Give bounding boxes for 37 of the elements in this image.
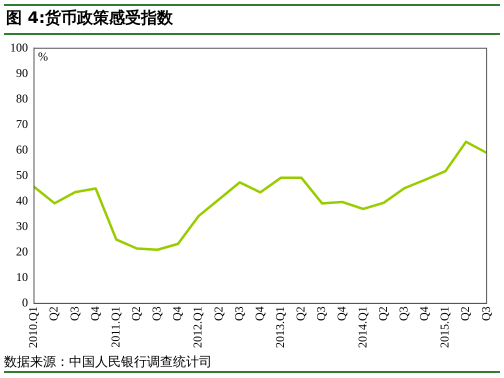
- x-tick-label: Q2: [46, 306, 61, 322]
- x-tick-label: Q2: [294, 306, 308, 322]
- x-tick-label: Q2: [376, 306, 390, 322]
- y-tick-label: 50: [16, 168, 28, 182]
- y-tick-label: 100: [10, 40, 28, 54]
- x-tick-label: Q3: [150, 306, 164, 322]
- y-tick-label: 20: [16, 244, 28, 258]
- x-tick-label: 2015.Q1: [438, 306, 452, 348]
- y-tick-label: 0: [22, 295, 28, 310]
- x-tick-label: 2014.Q1: [355, 306, 370, 348]
- x-tick-label: Q2: [458, 306, 472, 322]
- y-tick-label: 60: [16, 142, 28, 156]
- y-tick-label: 30: [16, 218, 28, 233]
- x-tick-label: Q2: [211, 306, 226, 322]
- x-tick-label: Q3: [67, 306, 82, 322]
- x-tick-label: Q3: [314, 306, 328, 322]
- x-tick-label: 2013.Q1: [273, 306, 288, 348]
- x-tick-label: Q4: [417, 306, 432, 322]
- x-tick-label: 2011.Q1: [108, 306, 122, 348]
- x-tick-label: Q4: [170, 306, 184, 322]
- x-tick-label: Q4: [334, 306, 349, 322]
- x-tick-label: Q3: [396, 306, 410, 322]
- x-tick-label: Q4: [88, 306, 102, 322]
- y-tick-label: 80: [16, 91, 28, 106]
- x-tick-label: Q2: [129, 306, 144, 322]
- y-axis-title: %: [38, 49, 48, 64]
- x-tick-label: Q3: [478, 306, 493, 322]
- y-tick-label: 90: [16, 66, 28, 80]
- y-tick-label: 10: [16, 270, 28, 284]
- source-note: 数据来源：中国人民银行调查统计司: [4, 351, 500, 373]
- x-tick-label: Q3: [232, 306, 246, 322]
- x-tick-label: 2010.Q1: [26, 306, 40, 348]
- chart-title: 图 4:货币政策感受指数: [4, 4, 500, 35]
- y-tick-label: 70: [16, 116, 28, 131]
- y-tick-label: 40: [16, 193, 28, 208]
- x-tick-label: 2012.Q1: [190, 306, 205, 348]
- x-tick-label: Q4: [252, 306, 266, 322]
